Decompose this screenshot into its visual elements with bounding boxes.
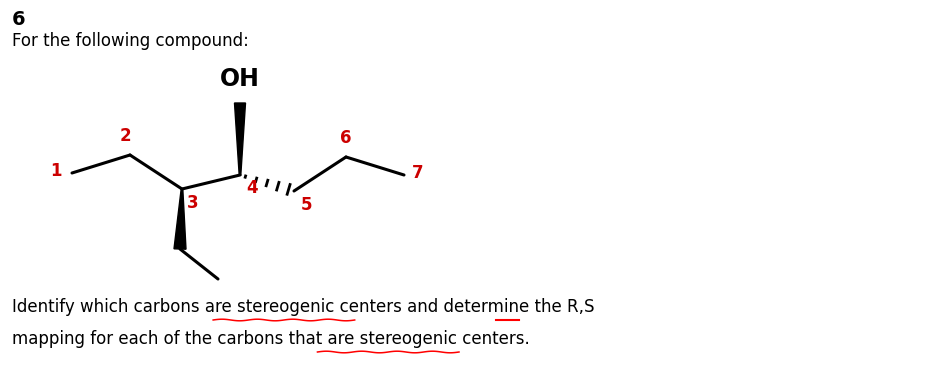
Text: 6: 6 xyxy=(340,129,351,147)
Text: OH: OH xyxy=(220,67,259,91)
Text: mapping for each of the carbons that are stereogenic centers.: mapping for each of the carbons that are… xyxy=(12,330,529,348)
Polygon shape xyxy=(235,103,245,175)
Text: 2: 2 xyxy=(119,127,131,145)
Text: 7: 7 xyxy=(412,164,423,182)
Text: 5: 5 xyxy=(301,196,313,214)
Text: 3: 3 xyxy=(187,194,199,212)
Text: 1: 1 xyxy=(50,162,62,180)
Text: 6: 6 xyxy=(12,10,26,29)
Text: 4: 4 xyxy=(246,179,258,197)
Text: For the following compound:: For the following compound: xyxy=(12,32,249,50)
Polygon shape xyxy=(174,189,186,249)
Text: Identify which carbons are stereogenic centers and determine the R,S: Identify which carbons are stereogenic c… xyxy=(12,298,595,316)
